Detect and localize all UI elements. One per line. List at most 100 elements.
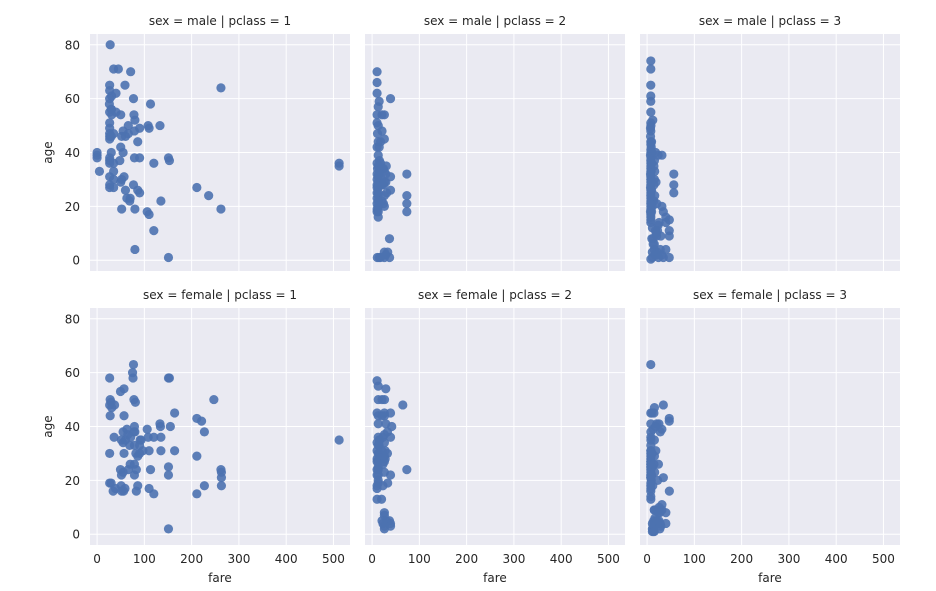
data-point xyxy=(192,182,202,193)
data-point xyxy=(163,470,174,480)
data-point xyxy=(648,239,658,249)
y-tick-label: 20 xyxy=(65,474,80,488)
data-point xyxy=(209,394,219,405)
data-point xyxy=(379,134,389,144)
data-point xyxy=(658,400,668,410)
data-point xyxy=(379,394,390,405)
data-point xyxy=(113,64,123,74)
data-point xyxy=(646,96,656,106)
data-point xyxy=(216,83,226,93)
data-point xyxy=(119,172,129,182)
y-tick-label: 40 xyxy=(65,420,80,434)
x-axis-label: fare xyxy=(758,571,782,585)
data-point xyxy=(192,489,202,499)
data-point xyxy=(373,419,383,429)
data-point xyxy=(136,435,146,445)
data-point xyxy=(657,150,667,160)
y-axis-label: age xyxy=(41,415,55,437)
data-point xyxy=(646,80,656,90)
data-point xyxy=(155,120,165,131)
data-point xyxy=(385,408,396,418)
x-tick-label: 300 xyxy=(227,552,250,566)
data-point xyxy=(656,231,666,241)
y-tick-label: 60 xyxy=(65,366,80,380)
data-point xyxy=(372,67,382,77)
x-tick-label: 0 xyxy=(368,552,376,566)
data-point xyxy=(377,126,387,136)
data-point xyxy=(156,196,166,206)
data-point xyxy=(646,64,656,74)
data-point xyxy=(372,88,382,98)
data-point xyxy=(145,99,156,109)
x-tick-label: 200 xyxy=(730,552,753,566)
data-point xyxy=(402,199,412,209)
data-point xyxy=(109,182,119,193)
data-point xyxy=(374,96,384,106)
data-point xyxy=(384,252,395,263)
data-point xyxy=(402,169,412,179)
facet-title: sex = female | pclass = 2 xyxy=(418,288,572,302)
data-point xyxy=(131,464,141,475)
data-point xyxy=(118,147,128,158)
data-point xyxy=(402,464,412,475)
data-point xyxy=(130,204,140,214)
data-point xyxy=(334,161,344,171)
data-point xyxy=(204,190,214,201)
data-point xyxy=(651,446,661,456)
data-point xyxy=(646,56,656,66)
data-point xyxy=(379,201,389,211)
data-point xyxy=(651,177,661,187)
facet-title: sex = female | pclass = 1 xyxy=(143,288,297,302)
data-point xyxy=(650,467,660,477)
facet-title: sex = male | pclass = 1 xyxy=(149,14,291,28)
data-point xyxy=(170,408,180,418)
facet-title: sex = female | pclass = 3 xyxy=(693,288,847,302)
x-tick-label: 500 xyxy=(597,552,620,566)
data-point xyxy=(383,478,393,488)
data-point xyxy=(648,115,658,125)
data-point xyxy=(163,462,174,472)
data-point xyxy=(120,80,130,90)
data-point xyxy=(649,403,660,413)
data-point xyxy=(382,448,393,459)
y-tick-label: 60 xyxy=(65,92,80,106)
data-point xyxy=(109,166,119,176)
data-point xyxy=(135,153,145,163)
data-point xyxy=(334,435,344,445)
data-point xyxy=(216,473,227,483)
data-point xyxy=(379,521,389,531)
data-point xyxy=(164,155,175,166)
data-point xyxy=(149,226,159,236)
x-tick-label: 100 xyxy=(133,552,156,566)
facet-title: sex = male | pclass = 3 xyxy=(699,14,841,28)
data-point xyxy=(128,373,138,383)
data-point xyxy=(376,494,387,504)
data-point xyxy=(163,524,174,534)
data-point xyxy=(163,252,174,263)
data-point xyxy=(149,489,159,499)
data-point xyxy=(216,204,226,214)
x-tick-label: 200 xyxy=(455,552,478,566)
data-point xyxy=(385,185,396,195)
x-tick-label: 300 xyxy=(502,552,525,566)
data-point xyxy=(381,384,391,394)
y-tick-label: 0 xyxy=(72,528,80,542)
data-point xyxy=(646,494,656,504)
data-point xyxy=(199,481,209,491)
data-point xyxy=(130,244,140,255)
data-point xyxy=(156,432,166,442)
data-point xyxy=(105,40,115,50)
x-tick-label: 500 xyxy=(322,552,345,566)
data-point xyxy=(196,416,207,426)
data-point xyxy=(402,190,412,201)
data-point xyxy=(385,94,396,104)
y-tick-label: 80 xyxy=(65,38,80,52)
y-axis-label: age xyxy=(41,141,55,163)
data-point xyxy=(192,451,202,461)
data-point xyxy=(125,193,135,203)
y-tick-label: 80 xyxy=(65,312,80,326)
data-point xyxy=(216,481,227,491)
data-point xyxy=(135,123,145,133)
x-tick-label: 0 xyxy=(93,552,101,566)
